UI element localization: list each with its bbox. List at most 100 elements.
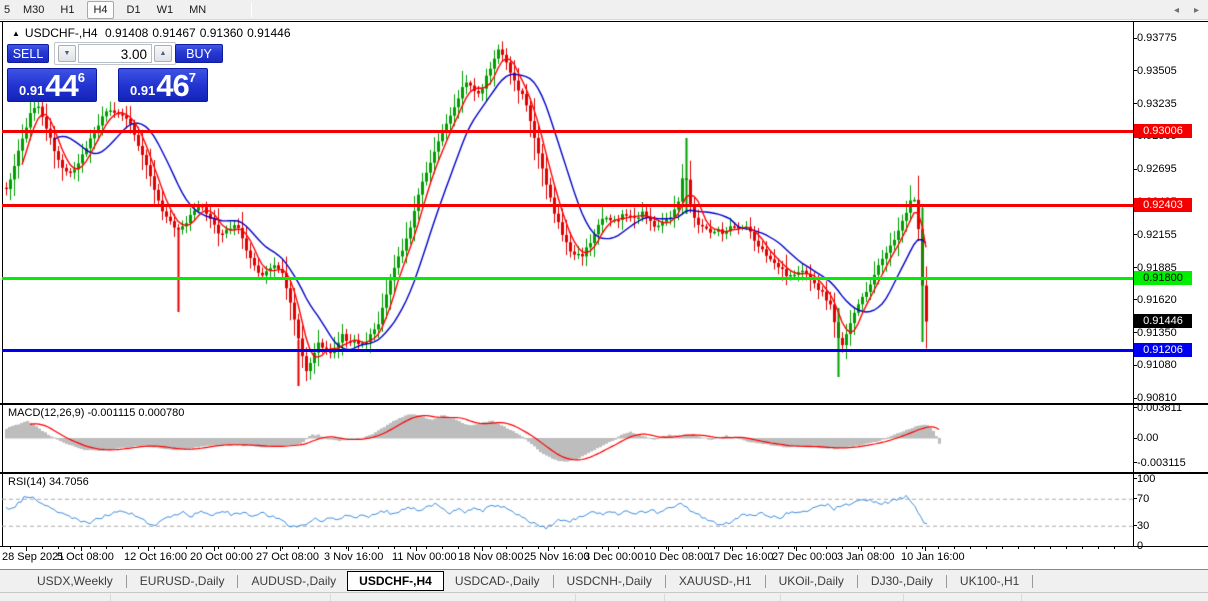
time-axis-label: 3 Jan 08:00 (837, 551, 895, 563)
time-axis-minor-tick (1114, 547, 1115, 549)
macd-axis-tick (1133, 462, 1137, 464)
buy-price-prefix: 0.91 (129, 83, 156, 98)
symbol-tab-eurusd-[interactable]: EURUSD-,Daily (139, 574, 225, 588)
time-axis-minor-tick (874, 547, 875, 549)
timeframe-button-mn[interactable]: MN (189, 3, 207, 16)
price-axis-label: 0.90810 (1137, 392, 1177, 405)
time-axis-tick (81, 547, 82, 551)
time-axis-minor-tick (666, 547, 667, 549)
time-axis-tick (608, 547, 609, 551)
time-axis-minor-tick (1098, 547, 1099, 549)
symbol-tab-ukoil-[interactable]: UKOil-,Daily (778, 574, 844, 588)
macd-axis-tick (1133, 407, 1137, 409)
status-divider (903, 594, 904, 601)
time-axis-label: 27 Dec 00:00 (772, 551, 838, 563)
time-axis-minor-tick (698, 547, 699, 549)
macd-axis-label: 0.003811 (1137, 401, 1183, 414)
symbol-tab-usdcnh-[interactable]: USDCNH-,Daily (566, 574, 652, 588)
symbol-tab-audusd-[interactable]: AUDUSD-,Daily (251, 574, 337, 588)
sell-button[interactable]: SELL (7, 44, 49, 63)
timeframe-button-w1[interactable]: W1 (156, 3, 174, 16)
time-axis-label: 27 Oct 08:00 (256, 551, 319, 563)
symbol-tab-usdx[interactable]: USDX,Weekly (37, 574, 113, 588)
horizontal-level-line[interactable] (2, 203, 1133, 207)
tabbar-scroll-right-icon[interactable]: ▸ (1194, 5, 1200, 16)
time-axis-minor-tick (490, 547, 491, 549)
price-axis-label: 0.93235 (1137, 97, 1177, 110)
time-axis-minor-tick (154, 547, 155, 549)
macd-label: MACD(12,26,9) -0.001115 0.000780 (8, 407, 185, 419)
price-axis-tick (1133, 234, 1137, 236)
volume-input[interactable]: 3.00 (78, 44, 152, 63)
symbol-tab-uk100-[interactable]: UK100-,H1 (959, 574, 1020, 588)
volume-decrease-icon[interactable]: ▼ (58, 45, 76, 62)
price-axis-line (1133, 22, 1134, 546)
time-axis-minor-tick (250, 547, 251, 549)
tabbar-scroll-left-icon[interactable]: ◂ (1174, 5, 1180, 16)
time-axis-minor-tick (890, 547, 891, 549)
time-axis-label: 3 Dec 00:00 (584, 551, 644, 563)
price-axis-label: 0.92695 (1137, 163, 1177, 176)
time-axis-tick (925, 547, 926, 551)
status-divider (1021, 594, 1022, 601)
chart-bottom-border (0, 546, 1208, 547)
horizontal-level-line[interactable] (2, 349, 1133, 353)
timeframe-button-m30[interactable]: M30 (23, 3, 45, 16)
time-axis-minor-tick (970, 547, 971, 549)
time-axis-minor-tick (634, 547, 635, 549)
time-axis-minor-tick (90, 547, 91, 549)
symbol-tab-dj30-[interactable]: DJ30-,Daily (870, 574, 933, 588)
rsi-axis-tick (1133, 498, 1137, 500)
macd-rsi-separator[interactable] (0, 472, 1208, 474)
time-axis-minor-tick (442, 547, 443, 549)
price-axis-tick (1133, 267, 1137, 269)
time-axis-minor-tick (810, 547, 811, 549)
time-axis-minor-tick (602, 547, 603, 549)
horizontal-level-line[interactable] (2, 130, 1133, 134)
time-axis-minor-tick (650, 547, 651, 549)
rsi-axis-label: 0 (1137, 540, 1144, 552)
symbol-tab-usdchf-[interactable]: USDCHF-,H4 (347, 571, 444, 591)
time-axis-tick (732, 547, 733, 551)
price-axis-label: 0.91350 (1137, 326, 1177, 339)
main-macd-separator[interactable] (0, 403, 1208, 405)
horizontal-level-line[interactable] (2, 277, 1133, 280)
time-axis-minor-tick (586, 547, 587, 549)
tab-separator (237, 574, 239, 588)
time-axis-minor-tick (1082, 547, 1083, 549)
time-axis-tick (280, 547, 281, 551)
time-axis-minor-tick (538, 547, 539, 549)
time-axis-minor-tick (314, 547, 315, 549)
macd-axis-label: 0.00 (1137, 432, 1159, 444)
timeframe-button-h4[interactable]: H4 (87, 0, 114, 19)
buy-price-panel[interactable]: 0.91 46 7 (118, 68, 208, 102)
symbol-tab-xauusd-[interactable]: XAUUSD-,H1 (678, 574, 752, 588)
time-axis-minor-tick (410, 547, 411, 549)
time-axis-minor-tick (682, 547, 683, 549)
time-axis-label: 10 Dec 08:00 (644, 551, 710, 563)
symbol-tabbar: USDX,Weekly EURUSD-,Daily AUDUSD-,Daily USD… (0, 569, 1208, 592)
ohlc-low: 0.91360 (199, 26, 244, 40)
sell-price-panel[interactable]: 0.91 44 6 (7, 68, 97, 102)
rsi-indicator-canvas[interactable] (2, 474, 1133, 546)
tab-separator (552, 574, 554, 588)
symbol-tab-usdcad-[interactable]: USDCAD-,Daily (454, 574, 540, 588)
collapse-triangle-icon[interactable]: ▲ (12, 29, 20, 38)
time-axis-minor-tick (170, 547, 171, 549)
time-axis-minor-tick (122, 547, 123, 549)
time-axis-label: 5 Oct 08:00 (57, 551, 114, 563)
time-axis-tick (214, 547, 215, 551)
buy-button[interactable]: BUY (175, 44, 223, 63)
timeframe-button-5[interactable]: 5 (4, 3, 10, 16)
time-axis-minor-tick (458, 547, 459, 549)
rsi-axis-tick (1133, 478, 1137, 479)
timeframe-button-d1[interactable]: D1 (126, 3, 141, 16)
time-axis-label: 20 Oct 00:00 (190, 551, 253, 563)
time-axis-minor-tick (1034, 547, 1035, 549)
time-axis-minor-tick (794, 547, 795, 549)
timeframe-button-h1[interactable]: H1 (60, 3, 75, 16)
time-axis-tick (26, 547, 27, 551)
macd-indicator-canvas[interactable] (2, 405, 1133, 471)
time-axis-label: 3 Nov 16:00 (324, 551, 384, 563)
volume-increase-icon[interactable]: ▲ (154, 45, 172, 62)
